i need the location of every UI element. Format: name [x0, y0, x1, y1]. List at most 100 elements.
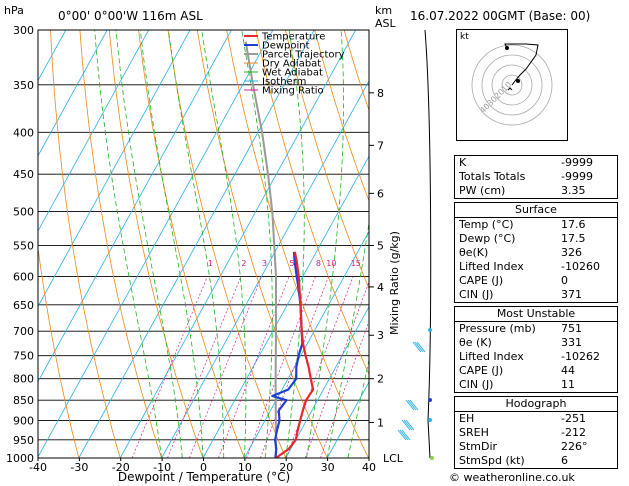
hodograph-ring [481, 54, 543, 116]
mixing-ratio-line [189, 276, 263, 458]
stats-box: K -9999 Totals Totals -9999 PW (cm) 3.35 [454, 155, 618, 199]
most-unstable-label: CAPE (J) [459, 364, 504, 377]
x-tick-label: -10 [153, 461, 171, 474]
wet-adiabat [201, 30, 247, 458]
pressure-tick-label: 1000 [6, 452, 34, 465]
pressure-tick-label: 400 [13, 126, 34, 139]
surface-label: Dewp (°C) [459, 232, 516, 245]
hodograph-stat-row: StmDir 226° [455, 440, 617, 454]
x-tick-label: 10 [238, 461, 252, 474]
legend-label: Dewpoint [262, 41, 310, 52]
dry-adiabat [50, 30, 121, 458]
k-row: K -9999 [459, 156, 593, 169]
most-unstable-value: 11 [561, 378, 575, 391]
mixing-ratio-label: 3 [262, 259, 267, 268]
x-tick-label: -20 [112, 461, 130, 474]
surface-value: 371 [561, 288, 582, 301]
x-tick-label: -30 [70, 461, 88, 474]
isotherm [38, 30, 274, 458]
parcel-trajectory [244, 41, 277, 458]
legend-label: Temperature [261, 32, 325, 43]
most-unstable-box: Most Unstable Pressure (mb) 751 θe (K) 331 L… [454, 306, 618, 393]
most-unstable-label: CIN (J) [459, 378, 494, 391]
legend-label: Dry Adiabat [262, 59, 321, 70]
surface-value: 17.6 [561, 218, 586, 231]
surface-label: θe(K) [459, 246, 489, 259]
isotherm [38, 30, 232, 383]
surface-value: -10260 [561, 260, 600, 273]
surface-value: 326 [561, 246, 582, 259]
wind-marker [430, 456, 434, 460]
mixing-ratio-line [246, 276, 316, 458]
surface-label: Temp (°C) [459, 218, 514, 231]
most-unstable-row: CIN (J) 11 [455, 378, 617, 392]
pressure-tick-label: 550 [13, 239, 34, 252]
isotherm [78, 30, 315, 458]
x-tick-label: 40 [362, 461, 376, 474]
most-unstable-row: Lifted Index -10262 [455, 350, 617, 364]
mixing-ratio-label: 20 [369, 259, 379, 268]
isotherm [244, 230, 369, 458]
km-tick-label: 7 [377, 139, 384, 152]
most-unstable-value: 331 [561, 336, 582, 349]
lcl-label: LCL [383, 452, 404, 465]
most-unstable-value: 751 [561, 322, 582, 335]
wind-barb [397, 429, 411, 441]
wind-barb [412, 341, 426, 353]
dry-adiabat [38, 245, 80, 458]
hodograph-stat-row: StmSpd (kt) 6 [455, 454, 617, 468]
pressure-tick-label: 450 [13, 168, 34, 181]
km-tick-label: 4 [377, 281, 384, 294]
mixing-ratio-label: 8 [316, 259, 321, 268]
wind-barb [401, 419, 415, 431]
pressure-tick-label: 900 [13, 415, 34, 428]
hodograph-point [516, 79, 520, 83]
legend-label: Parcel Trajectory [262, 50, 345, 61]
location-title: 0°00' 0°00'W 116m ASL [58, 9, 203, 23]
wind-marker [428, 328, 432, 332]
km-tick-label: 6 [377, 187, 384, 200]
wind-profile-line [424, 29, 432, 459]
hodograph-stat-row: SREH -212 [455, 426, 617, 440]
hodograph-stat-label: StmDir [459, 440, 498, 453]
hodograph-ring [471, 44, 553, 126]
most-unstable-row: θe (K) 331 [455, 336, 617, 350]
km-tick-label: 5 [377, 239, 384, 252]
totals-row: Totals Totals -9999 [459, 170, 593, 183]
x-tick-label: 30 [321, 461, 335, 474]
pressure-tick-label: 700 [13, 325, 34, 338]
hodograph-stat-value: -212 [561, 426, 586, 439]
isotherm [119, 30, 356, 458]
hodograph-kt-label: kt [460, 32, 469, 42]
mixing-ratio-line [167, 276, 242, 458]
most-unstable-row: CAPE (J) 44 [455, 364, 617, 378]
hodograph-stat-row: EH -251 [455, 412, 617, 426]
most-unstable-value: 44 [561, 364, 575, 377]
pressure-tick-label: 750 [13, 350, 34, 363]
hodograph-ring [501, 74, 523, 96]
isotherm [202, 155, 369, 458]
mixing-ratio-line [285, 276, 354, 458]
legend-label: Isotherm [262, 77, 306, 88]
km-tick-label: 2 [377, 373, 384, 386]
surface-title: Surface [455, 203, 617, 218]
x-tick-label: 20 [279, 461, 293, 474]
dry-adiabat [285, 30, 369, 290]
most-unstable-title: Most Unstable [455, 307, 617, 322]
surface-row: CAPE (J) 0 [455, 274, 617, 288]
mixing-ratio-line [260, 276, 329, 458]
pressure-tick-label: 300 [13, 24, 34, 37]
mixing-ratio-label: 15 [351, 259, 361, 268]
pressure-tick-label: 500 [13, 206, 34, 219]
km-tick-label: 8 [377, 87, 384, 100]
dry-adiabat [138, 30, 245, 458]
wet-adiabat [94, 30, 162, 458]
mixing-ratio-label: 10 [326, 259, 336, 268]
dry-adiabat [79, 30, 162, 458]
dry-adiabat [255, 30, 369, 376]
wind-marker [428, 398, 432, 402]
km-tick-label: 1 [377, 417, 384, 430]
most-unstable-label: Lifted Index [459, 350, 524, 363]
mixing-ratio-line [131, 276, 208, 458]
